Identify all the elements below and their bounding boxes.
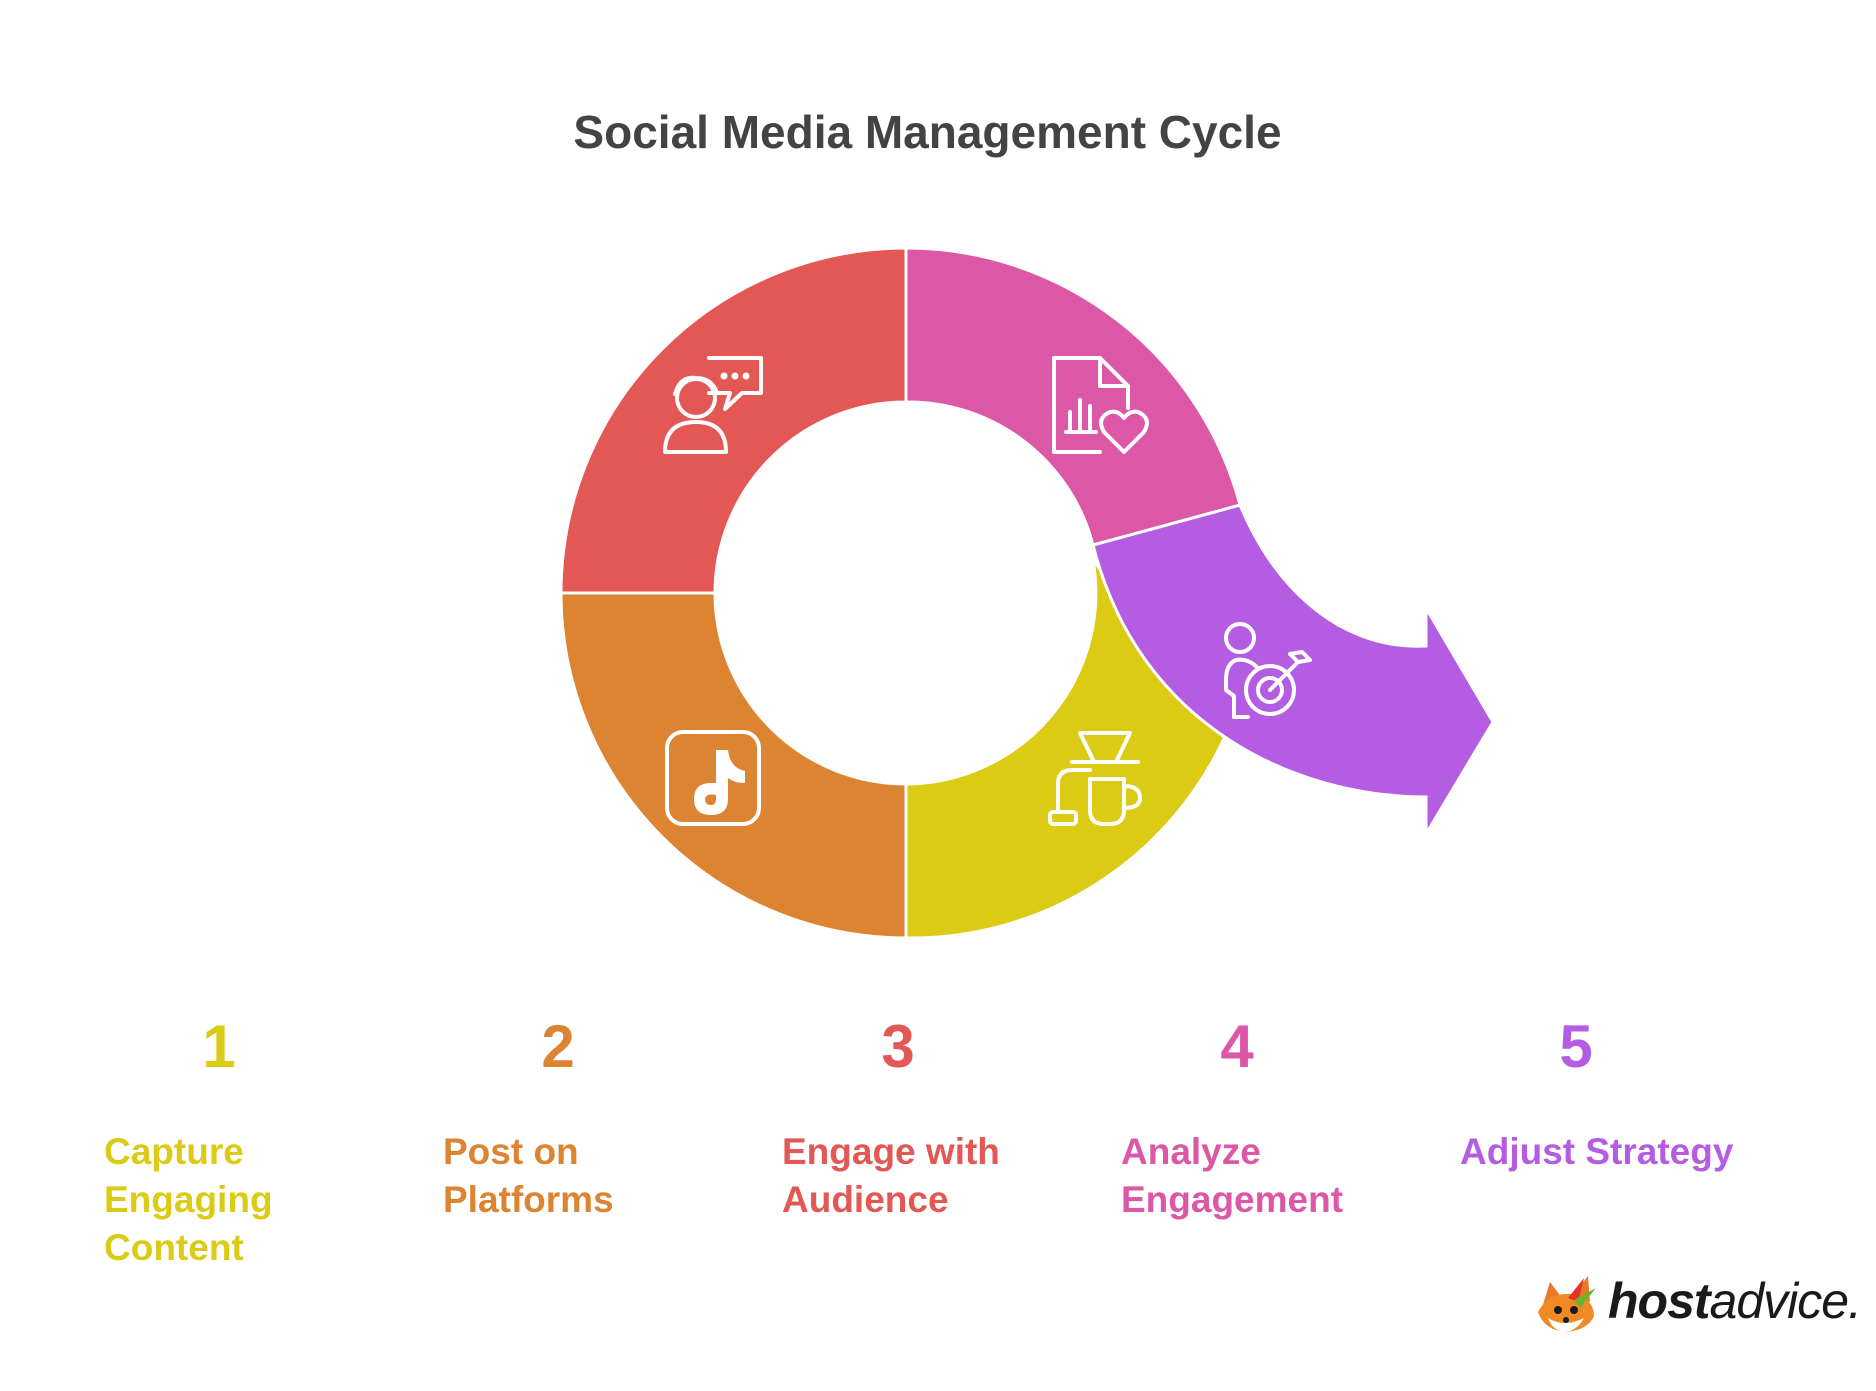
- step-label-4: Analyze Engagement: [1121, 1128, 1391, 1224]
- step-number-2: 2: [541, 1013, 575, 1080]
- step-label-2-line-2: Platforms: [443, 1179, 614, 1220]
- step-label-5: Adjust Strategy: [1460, 1128, 1780, 1176]
- step-label-2-line-1: Post on: [443, 1131, 579, 1172]
- step-number-3: 3: [881, 1013, 915, 1080]
- step-label-4-line-2: Engagement: [1121, 1179, 1344, 1220]
- hostadvice-logo: hostadvice.: [1528, 1268, 1862, 1338]
- logo-advice-text: advice.: [1709, 1273, 1862, 1329]
- logo-wordmark: hostadvice.: [1608, 1272, 1862, 1330]
- step-label-4-line-1: Analyze: [1121, 1131, 1261, 1172]
- step-label-5-line-1: Adjust Strategy: [1460, 1131, 1734, 1172]
- fox-mascot-icon: [1538, 1276, 1596, 1332]
- logo-host-text: host: [1608, 1273, 1711, 1329]
- step-label-1-line-1: Capture: [104, 1131, 244, 1172]
- coffee-maker-icon: [1048, 731, 1142, 826]
- segment-analyze-engagement: [904, 246, 1242, 547]
- diagram-title: Social Media Management Cycle: [573, 106, 1282, 158]
- step-number-4: 4: [1220, 1013, 1254, 1080]
- person-target-icon: [1224, 622, 1312, 719]
- segment-engage-audience: [559, 246, 908, 595]
- tiktok-icon: [665, 730, 761, 826]
- step-label-2: Post on Platforms: [443, 1128, 683, 1224]
- person-chat-icon: [663, 356, 763, 454]
- step-label-1-line-3: Content: [104, 1227, 244, 1268]
- step-label-3-line-1: Engage with: [782, 1131, 1000, 1172]
- step-label-1-line-2: Engaging: [104, 1179, 273, 1220]
- step-label-1: Capture Engaging Content: [104, 1128, 324, 1272]
- step-label-3-line-2: Audience: [782, 1179, 949, 1220]
- step-number-1: 1: [202, 1013, 236, 1080]
- report-heart-icon: [1052, 356, 1149, 454]
- step-number-5: 5: [1559, 1013, 1593, 1080]
- step-label-3: Engage with Audience: [782, 1128, 1042, 1224]
